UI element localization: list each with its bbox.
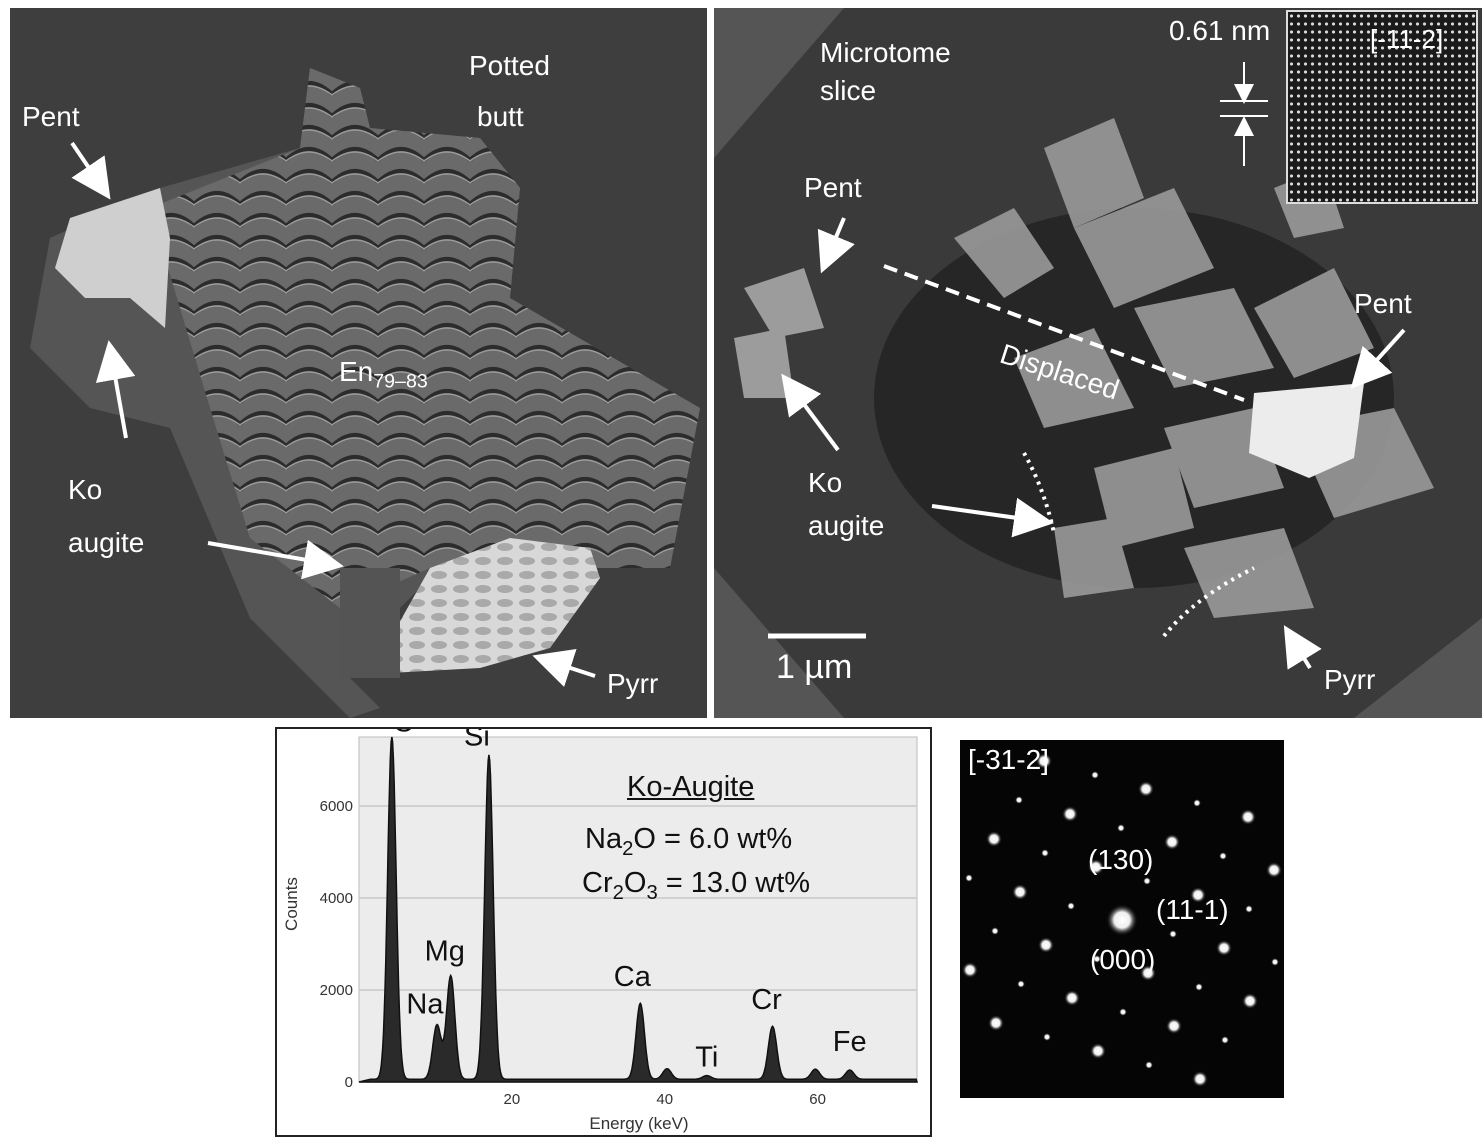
diffraction-spot bbox=[1036, 753, 1052, 769]
y-tick-label: 0 bbox=[345, 1074, 353, 1091]
spectrum-line bbox=[358, 736, 918, 1083]
label-potted: Potted bbox=[469, 50, 550, 81]
diffraction-spot bbox=[1245, 905, 1253, 913]
diffraction-spot bbox=[1221, 1036, 1229, 1044]
diffraction-spot bbox=[1138, 781, 1154, 797]
label-augite: augite bbox=[808, 510, 885, 541]
lattice-image-inset bbox=[1286, 10, 1478, 204]
diffraction-spot bbox=[1067, 902, 1075, 910]
diffraction-spot bbox=[965, 874, 973, 882]
diffraction-spot bbox=[1169, 930, 1177, 938]
diffraction-spot bbox=[1038, 937, 1054, 953]
peak-label-o: O bbox=[393, 729, 416, 738]
diffraction-spot bbox=[962, 962, 978, 978]
diffraction-spot bbox=[1119, 1008, 1127, 1016]
eds-spectrum-chart: 0 2000 4000 6000 20 40 60 O Na Mg Si Ca Ti Cr Fe Ene… bbox=[282, 729, 918, 1133]
diffraction-spot bbox=[1017, 980, 1025, 988]
tem-image-panel: [-11-2] 0.61 nm Microtome slice Pent Pen… bbox=[714, 8, 1482, 718]
peak-label-fe: Fe bbox=[833, 1026, 867, 1058]
eds-spectrum-panel: 0 2000 4000 6000 20 40 60 O Na Mg Si Ca Ti Cr Fe Ene… bbox=[275, 727, 932, 1137]
x-tick-label: 20 bbox=[504, 1091, 521, 1108]
diffraction-pattern bbox=[960, 740, 1284, 1098]
diffraction-spot bbox=[1242, 993, 1258, 1009]
diffraction-spot bbox=[1012, 884, 1028, 900]
label-scale-bar: 1 µm bbox=[776, 648, 853, 686]
label-microtome: Microtome bbox=[820, 37, 951, 68]
diffraction-spot bbox=[991, 927, 999, 935]
na2o-composition: Na2O = 6.0 wt% bbox=[585, 823, 793, 860]
x-axis-ticks: 20 40 60 bbox=[504, 1091, 826, 1108]
diffraction-spot bbox=[1064, 990, 1080, 1006]
annotation-arrows bbox=[70, 141, 596, 687]
diffraction-spot bbox=[988, 1015, 1004, 1031]
diffraction-spot bbox=[1145, 1061, 1153, 1069]
label-spot-11-1: (11-1) bbox=[1156, 894, 1229, 925]
diffraction-spot bbox=[1090, 1043, 1106, 1059]
y-tick-label: 4000 bbox=[320, 890, 353, 907]
central-spot bbox=[1106, 904, 1138, 936]
label-ko: Ko bbox=[808, 467, 843, 498]
label-enstatite: En79–83 bbox=[339, 356, 428, 393]
diffraction-spot bbox=[1190, 887, 1206, 903]
peak-label-ca: Ca bbox=[614, 961, 652, 993]
diffraction-spot bbox=[1195, 983, 1203, 991]
y-tick-label: 2000 bbox=[320, 982, 353, 999]
peak-label-cr: Cr bbox=[751, 984, 782, 1016]
diffraction-pattern-panel: [-31-2] (130) (11-1) (000) bbox=[960, 740, 1284, 1098]
label-pent-right: Pent bbox=[1354, 288, 1412, 319]
diffraction-spot bbox=[1193, 799, 1201, 807]
cr2o3-composition: Cr2O3 = 13.0 wt% bbox=[582, 867, 811, 904]
diffraction-spot bbox=[1166, 1018, 1182, 1034]
tem-annotation-arrows bbox=[781, 62, 1406, 670]
label-zone-axis: [-31-2] bbox=[968, 744, 1049, 775]
diffraction-spot bbox=[1093, 955, 1101, 963]
peak-label-ti: Ti bbox=[695, 1041, 718, 1073]
label-pyrr: Pyrr bbox=[1324, 664, 1376, 695]
x-axis-label: Energy (keV) bbox=[589, 1114, 688, 1133]
peak-label-na: Na bbox=[406, 989, 444, 1021]
diffraction-spot bbox=[1216, 940, 1232, 956]
sem-image bbox=[10, 8, 707, 718]
sem-image-panel: Pent Potted butt En79–83 Ko augite Pyrr bbox=[10, 8, 707, 718]
diffraction-spot bbox=[1192, 1071, 1208, 1087]
diffraction-spot bbox=[1043, 1033, 1051, 1041]
diffraction-spot bbox=[1015, 796, 1023, 804]
x-tick-label: 60 bbox=[809, 1091, 826, 1108]
peak-label-mg: Mg bbox=[425, 936, 465, 968]
diffraction-spot bbox=[1041, 849, 1049, 857]
peak-label-si: Si bbox=[464, 729, 490, 753]
diffraction-spot bbox=[1117, 824, 1125, 832]
label-augite: augite bbox=[68, 527, 145, 558]
diffraction-spot bbox=[986, 831, 1002, 847]
x-tick-label: 40 bbox=[656, 1091, 673, 1108]
label-slice: slice bbox=[820, 75, 877, 106]
label-butt: butt bbox=[477, 101, 524, 132]
y-tick-label: 6000 bbox=[320, 798, 353, 815]
diffraction-spot bbox=[1219, 852, 1227, 860]
diffraction-spot bbox=[1091, 771, 1099, 779]
label-pyrr: Pyrr bbox=[607, 668, 659, 699]
label-pent: Pent bbox=[22, 101, 80, 132]
y-axis-ticks: 0 2000 4000 6000 bbox=[320, 798, 353, 1091]
diffraction-spot bbox=[1240, 809, 1256, 825]
diffraction-spot bbox=[1266, 862, 1282, 878]
diffraction-spot bbox=[1271, 958, 1279, 966]
label-pent-left: Pent bbox=[804, 172, 862, 203]
peak-labels: O Na Mg Si Ca Ti Cr Fe bbox=[393, 729, 867, 1073]
label-lattice-spacing: 0.61 nm bbox=[1169, 15, 1271, 46]
label-zone-axis-inset: [-11-2] bbox=[1370, 24, 1444, 54]
label-spot-000: (000) bbox=[1090, 944, 1156, 975]
diffraction-spot bbox=[1164, 834, 1180, 850]
label-ko: Ko bbox=[68, 474, 103, 505]
label-spot-130: (130) bbox=[1088, 844, 1154, 875]
y-axis-label: Counts bbox=[282, 877, 301, 931]
diffraction-spot bbox=[1143, 877, 1151, 885]
diffraction-spot bbox=[1062, 806, 1078, 822]
diffraction-spot bbox=[1088, 859, 1104, 875]
diffraction-spot bbox=[1140, 965, 1156, 981]
spectrum-title: Ko-Augite bbox=[627, 771, 755, 803]
